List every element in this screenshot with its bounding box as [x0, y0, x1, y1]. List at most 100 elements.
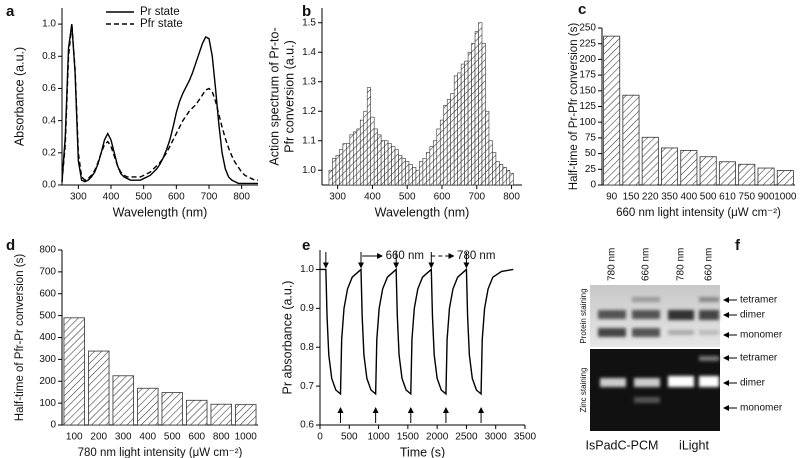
x-tick-label: 600	[188, 432, 205, 443]
bar	[210, 403, 232, 426]
y-tick-label: 250	[579, 23, 596, 34]
bar	[112, 375, 134, 426]
x-tick-label: 600	[168, 192, 185, 203]
bar	[415, 169, 420, 186]
bar	[419, 161, 424, 186]
bar	[776, 170, 794, 186]
bar	[384, 140, 389, 186]
x-tick-label: 500	[399, 192, 416, 203]
bar	[88, 350, 110, 426]
side-label: Zinc staining	[579, 368, 588, 413]
bar	[478, 22, 483, 186]
x-tick-label: 500	[135, 192, 152, 203]
line	[61, 23, 258, 185]
y-tick-label: 0.2	[42, 147, 56, 158]
y-axis-label: Pr absorbance (a.u.)	[280, 281, 294, 395]
bar	[492, 152, 497, 186]
y-axis-label: Absorbance (a.u.)	[12, 47, 26, 146]
band-label: tetramer	[740, 295, 778, 306]
bar	[380, 140, 385, 186]
x-tick-label: 300	[70, 192, 87, 203]
bar	[356, 128, 361, 186]
y-tick-label: 0.9	[300, 303, 314, 314]
bar	[603, 35, 621, 186]
panel-letter: f	[735, 237, 741, 254]
bar	[467, 51, 472, 186]
band-label: monomer	[740, 403, 783, 414]
y-tick-label: 1.1	[302, 135, 316, 146]
x-tick-label: 200	[90, 432, 107, 443]
x-tick-label: 610	[719, 192, 736, 203]
x-tick-label: 2500	[455, 432, 478, 443]
x-tick-label: 220	[642, 192, 659, 203]
x-axis-label: Time (s)	[400, 445, 445, 458]
y-tick-label: 0	[590, 180, 596, 191]
bar	[359, 119, 365, 186]
x-axis-label: 660 nm light intensity (μW cm⁻²)	[616, 207, 781, 219]
panel-letter: a	[6, 3, 15, 20]
y-tick-label: 225	[579, 38, 596, 49]
y-tick-label: 1.0	[302, 165, 316, 176]
band-label: tetramer	[740, 353, 778, 364]
bar	[439, 119, 445, 186]
bar	[408, 164, 413, 186]
bar	[509, 172, 514, 186]
bar	[622, 94, 640, 186]
x-axis-label: Wavelength (nm)	[113, 205, 208, 219]
x-tick-label: 600	[434, 192, 451, 203]
x-tick-label: 400	[681, 192, 698, 203]
x-tick-label: 800	[503, 192, 520, 203]
x-tick-label: 500	[700, 192, 717, 203]
gel-bottom	[590, 349, 720, 431]
x-tick-label: 400	[364, 192, 381, 203]
bar	[377, 134, 382, 186]
y-tick-label: 50	[585, 148, 597, 159]
x-tick-label: 1500	[397, 432, 420, 443]
bar	[63, 317, 85, 426]
y-tick-label: 1.0	[42, 19, 56, 30]
panel-letter: c	[578, 1, 586, 18]
bar	[757, 167, 775, 186]
bar	[387, 143, 392, 186]
construct-label: IsPadC-PCM	[586, 438, 659, 452]
bar	[460, 63, 465, 186]
y-tick-label: 1.4	[302, 47, 316, 58]
x-tick-label: 100	[66, 432, 83, 443]
panel-letter: b	[302, 3, 311, 20]
bar	[161, 392, 183, 426]
lane-label: 780 nm	[607, 248, 618, 281]
bar	[391, 146, 396, 186]
y-tick-label: 0.7	[300, 381, 314, 392]
x-tick-label: 900	[758, 192, 775, 203]
lane-label: 780 nm	[676, 248, 687, 281]
y-tick-label: 1.5	[302, 17, 316, 28]
x-tick-label: 500	[164, 432, 181, 443]
x-tick-label: 300	[329, 192, 346, 203]
bar	[349, 134, 354, 186]
x-tick-label: 1000	[367, 432, 390, 443]
x-tick-label: 800	[213, 432, 230, 443]
bar	[738, 163, 756, 186]
line	[320, 267, 514, 396]
band-label: dimer	[740, 378, 766, 389]
bar	[718, 161, 736, 186]
x-tick-label: 800	[233, 192, 250, 203]
y-tick-label: 700	[39, 267, 56, 278]
band-label: dimer	[740, 310, 766, 321]
y-tick-label: 175	[579, 70, 596, 81]
x-axis-label: 780 nm light intensity (μW cm⁻²)	[78, 447, 243, 458]
x-tick-label: 400	[139, 432, 156, 443]
bar	[474, 31, 479, 186]
bar	[342, 143, 347, 186]
bar	[235, 404, 257, 426]
line	[61, 24, 258, 182]
y-tick-label: 100	[39, 398, 56, 409]
bar	[457, 72, 462, 186]
bar	[481, 43, 486, 186]
panel-letter: d	[6, 237, 15, 254]
x-tick-label: 2000	[426, 432, 449, 443]
y-tick-label: 100	[579, 117, 596, 128]
bar	[346, 143, 351, 186]
lane-label: 660 nm	[641, 248, 652, 281]
bar	[363, 110, 368, 186]
